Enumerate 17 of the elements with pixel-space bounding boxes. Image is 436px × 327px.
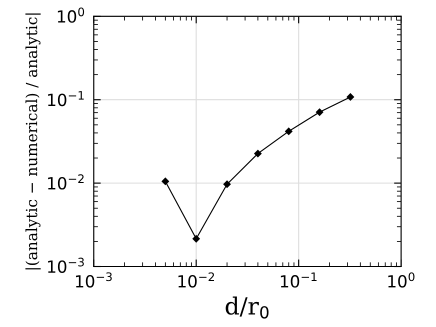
point <box>346 93 354 101</box>
y-tick-label: 10$^{−1}$ <box>48 91 84 106</box>
x-axis-title: d/r$_{0}$ <box>226 296 269 319</box>
point <box>192 235 200 242</box>
x-tick-label: 10$^{−3}$ <box>76 272 112 288</box>
point <box>254 150 262 158</box>
point <box>316 108 324 116</box>
y-axis-title: |(analytic − numerical) / analytic| <box>25 13 41 270</box>
y-tick-label: 10$^{−3}$ <box>48 258 84 273</box>
x-tick-label: 10$^{0}$ <box>388 272 414 288</box>
point <box>285 128 292 135</box>
x-tick-label: 10$^{−2}$ <box>178 272 214 288</box>
point <box>162 178 169 185</box>
x-tick-label: 10$^{−1}$ <box>280 272 317 288</box>
point <box>223 180 231 188</box>
y-tick-label: 10$^{−2}$ <box>48 174 84 190</box>
y-tick-label: 10$^{0}$ <box>58 8 84 23</box>
